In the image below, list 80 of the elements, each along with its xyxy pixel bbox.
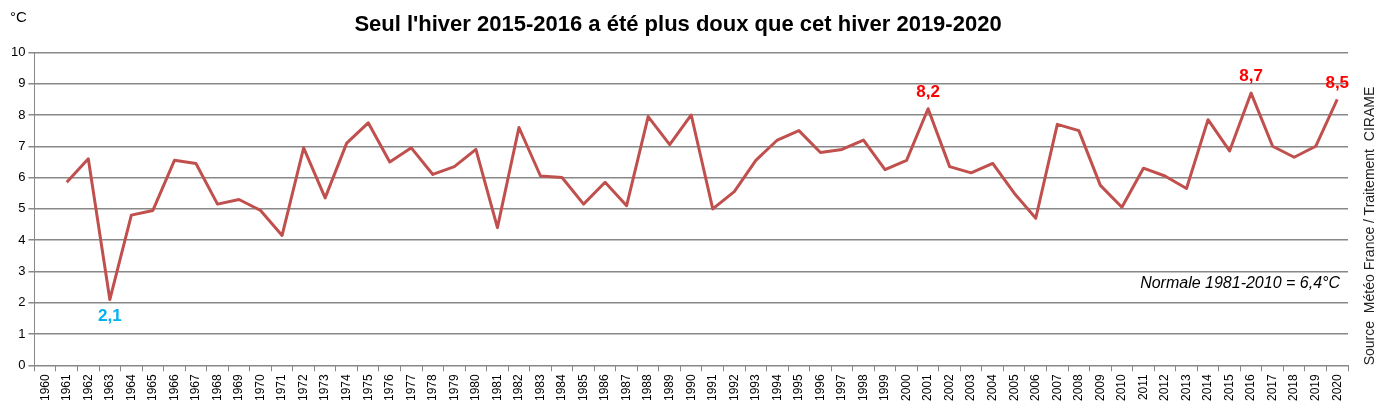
- x-tick-label: 2012: [1157, 373, 1172, 402]
- y-tick-label: 5: [18, 200, 26, 216]
- x-tick-label: 2001: [920, 373, 935, 402]
- x-tick-label: 2009: [1092, 373, 1107, 402]
- x-tick-label: 1989: [662, 373, 677, 402]
- x-tick-label: 2005: [1006, 373, 1021, 402]
- x-tick-label: 2006: [1028, 373, 1043, 402]
- x-tick-label: 1982: [511, 373, 526, 402]
- x-tick-label: 1970: [252, 373, 267, 402]
- x-tick-label: 1962: [80, 373, 95, 402]
- x-tick-label: 2000: [898, 373, 913, 402]
- source-note: Source Météo France / Traitement CIRAME: [1360, 86, 1377, 366]
- x-tick-label: 1993: [748, 373, 763, 402]
- chart-title: Seul l'hiver 2015-2016 a été plus doux que cet hiver 2019-2020: [354, 11, 1002, 37]
- data-label: 8,5: [1325, 72, 1350, 92]
- x-tick-label: 2014: [1200, 373, 1215, 402]
- x-tick-label: 1965: [145, 373, 160, 402]
- x-tick-label: 1961: [59, 373, 74, 402]
- x-tick-label: 1998: [855, 373, 870, 402]
- x-tick-label: 1977: [403, 373, 418, 402]
- y-tick-label: 4: [18, 231, 26, 247]
- x-tick-label: 2004: [985, 373, 1000, 402]
- x-tick-label: 2018: [1286, 373, 1301, 402]
- x-tick-label: 2003: [963, 373, 978, 402]
- x-tick-label: 2020: [1329, 373, 1344, 402]
- x-tick-label: 1972: [295, 373, 310, 402]
- x-tick-label: 1981: [489, 373, 504, 402]
- x-tick-label: 1988: [640, 373, 655, 402]
- y-tick-label: 1: [18, 325, 26, 341]
- y-axis-title: °C: [10, 7, 27, 25]
- x-tick-label: 1974: [339, 373, 354, 402]
- y-tick-label: 9: [18, 75, 26, 91]
- x-tick-label: 1985: [575, 373, 590, 402]
- x-tick-label: 1997: [834, 373, 849, 402]
- data-label: 2,1: [98, 305, 122, 325]
- x-tick-label: 2019: [1308, 373, 1323, 402]
- x-tick-label: 1978: [425, 373, 440, 402]
- y-tick-label: 2: [18, 294, 26, 310]
- x-tick-label: 2013: [1178, 373, 1193, 402]
- x-tick-label: 1994: [769, 373, 784, 402]
- x-tick-label: 1986: [597, 373, 612, 402]
- x-tick-label: 2016: [1243, 373, 1258, 402]
- x-tick-label: 1966: [166, 373, 181, 402]
- x-tick-label: 1971: [274, 373, 289, 402]
- x-tick-label: 1975: [360, 373, 375, 402]
- x-tick-label: 2008: [1071, 373, 1086, 402]
- x-tick-label: 2017: [1264, 373, 1279, 402]
- y-tick-label: 7: [18, 137, 26, 153]
- x-tick-label: 1963: [102, 373, 117, 402]
- x-tick-label: 2002: [941, 373, 956, 402]
- x-tick-label: 2010: [1114, 373, 1129, 402]
- x-tick-label: 1990: [683, 373, 698, 402]
- data-label: 8,7: [1239, 66, 1263, 86]
- x-tick-label: 1995: [791, 373, 806, 402]
- x-tick-label: 1984: [554, 373, 569, 402]
- y-tick-label: 8: [18, 106, 26, 122]
- x-tick-label: 1968: [209, 373, 224, 402]
- x-tick-label: 1964: [123, 373, 138, 402]
- y-tick-label: 3: [18, 263, 26, 279]
- x-tick-label: 1976: [382, 373, 397, 402]
- x-tick-label: 2015: [1221, 373, 1236, 402]
- annotation: Normale 1981-2010 = 6,4°C: [1140, 274, 1341, 292]
- x-tick-label: 1960: [37, 373, 52, 402]
- x-tick-label: 2011: [1135, 373, 1150, 401]
- x-tick-label: 1992: [726, 373, 741, 402]
- x-tick-label: 1980: [468, 373, 483, 402]
- x-tick-label: 1973: [317, 373, 332, 402]
- x-tick-label: 2007: [1049, 373, 1064, 402]
- y-tick-label: 10: [10, 43, 26, 59]
- x-tick-label: 1969: [231, 373, 246, 402]
- y-tick-label: 6: [18, 169, 26, 185]
- x-tick-label: 1996: [812, 373, 827, 402]
- y-tick-label: 0: [18, 356, 26, 372]
- x-tick-label: 1967: [188, 373, 203, 402]
- x-tick-label: 1979: [446, 373, 461, 402]
- x-tick-label: 1999: [877, 373, 892, 402]
- x-tick-label: 1991: [705, 373, 720, 402]
- x-tick-label: 1987: [618, 373, 633, 402]
- data-label: 8,2: [916, 81, 940, 101]
- x-tick-label: 1983: [532, 373, 547, 402]
